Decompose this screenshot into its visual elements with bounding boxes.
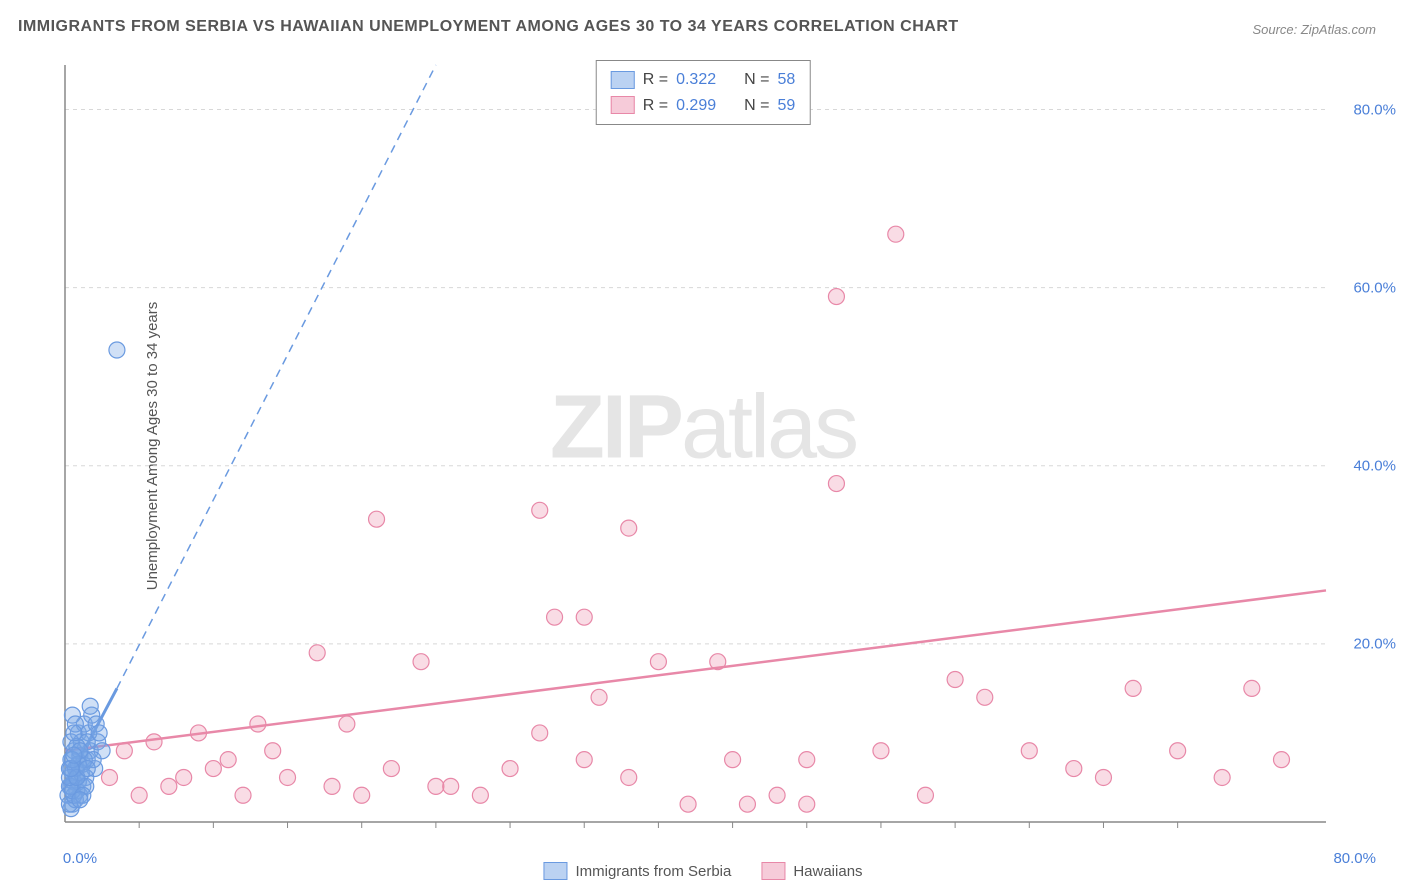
- source-label: Source: ZipAtlas.com: [1252, 22, 1376, 37]
- chart-plot-area: [55, 55, 1336, 842]
- legend-row-hawaiians: R = 0.299 N = 59: [611, 93, 796, 119]
- swatch-serbia: [611, 71, 635, 89]
- y-tick-label: 20.0%: [1353, 635, 1396, 652]
- legend-r-value-hawaiians: 0.299: [676, 93, 716, 119]
- legend-n-value-serbia: 58: [777, 67, 795, 93]
- legend-row-serbia: R = 0.322 N = 58: [611, 67, 796, 93]
- y-tick-label: 40.0%: [1353, 457, 1396, 474]
- x-tick-label: 80.0%: [1333, 850, 1376, 867]
- legend-n-value-hawaiians: 59: [777, 93, 795, 119]
- legend-r-label: R =: [643, 93, 668, 119]
- series-name-serbia: Immigrants from Serbia: [575, 863, 731, 880]
- swatch-hawaiians-bottom: [761, 862, 785, 880]
- chart-title: IMMIGRANTS FROM SERBIA VS HAWAIIAN UNEMP…: [18, 18, 959, 36]
- y-tick-label: 80.0%: [1353, 101, 1396, 118]
- legend-n-label: N =: [744, 67, 769, 93]
- y-tick-label: 60.0%: [1353, 279, 1396, 296]
- x-tick-label: 0.0%: [63, 850, 97, 867]
- series-legend-serbia: Immigrants from Serbia: [543, 862, 731, 880]
- series-legend: Immigrants from Serbia Hawaiians: [543, 862, 862, 880]
- swatch-hawaiians: [611, 96, 635, 114]
- legend-r-label: R =: [643, 67, 668, 93]
- series-legend-hawaiians: Hawaiians: [761, 862, 862, 880]
- legend-r-value-serbia: 0.322: [676, 67, 716, 93]
- correlation-legend: R = 0.322 N = 58 R = 0.299 N = 59: [596, 60, 811, 125]
- swatch-serbia-bottom: [543, 862, 567, 880]
- scatter-chart-svg: [55, 55, 1336, 842]
- legend-n-label: N =: [744, 93, 769, 119]
- series-name-hawaiians: Hawaiians: [793, 863, 862, 880]
